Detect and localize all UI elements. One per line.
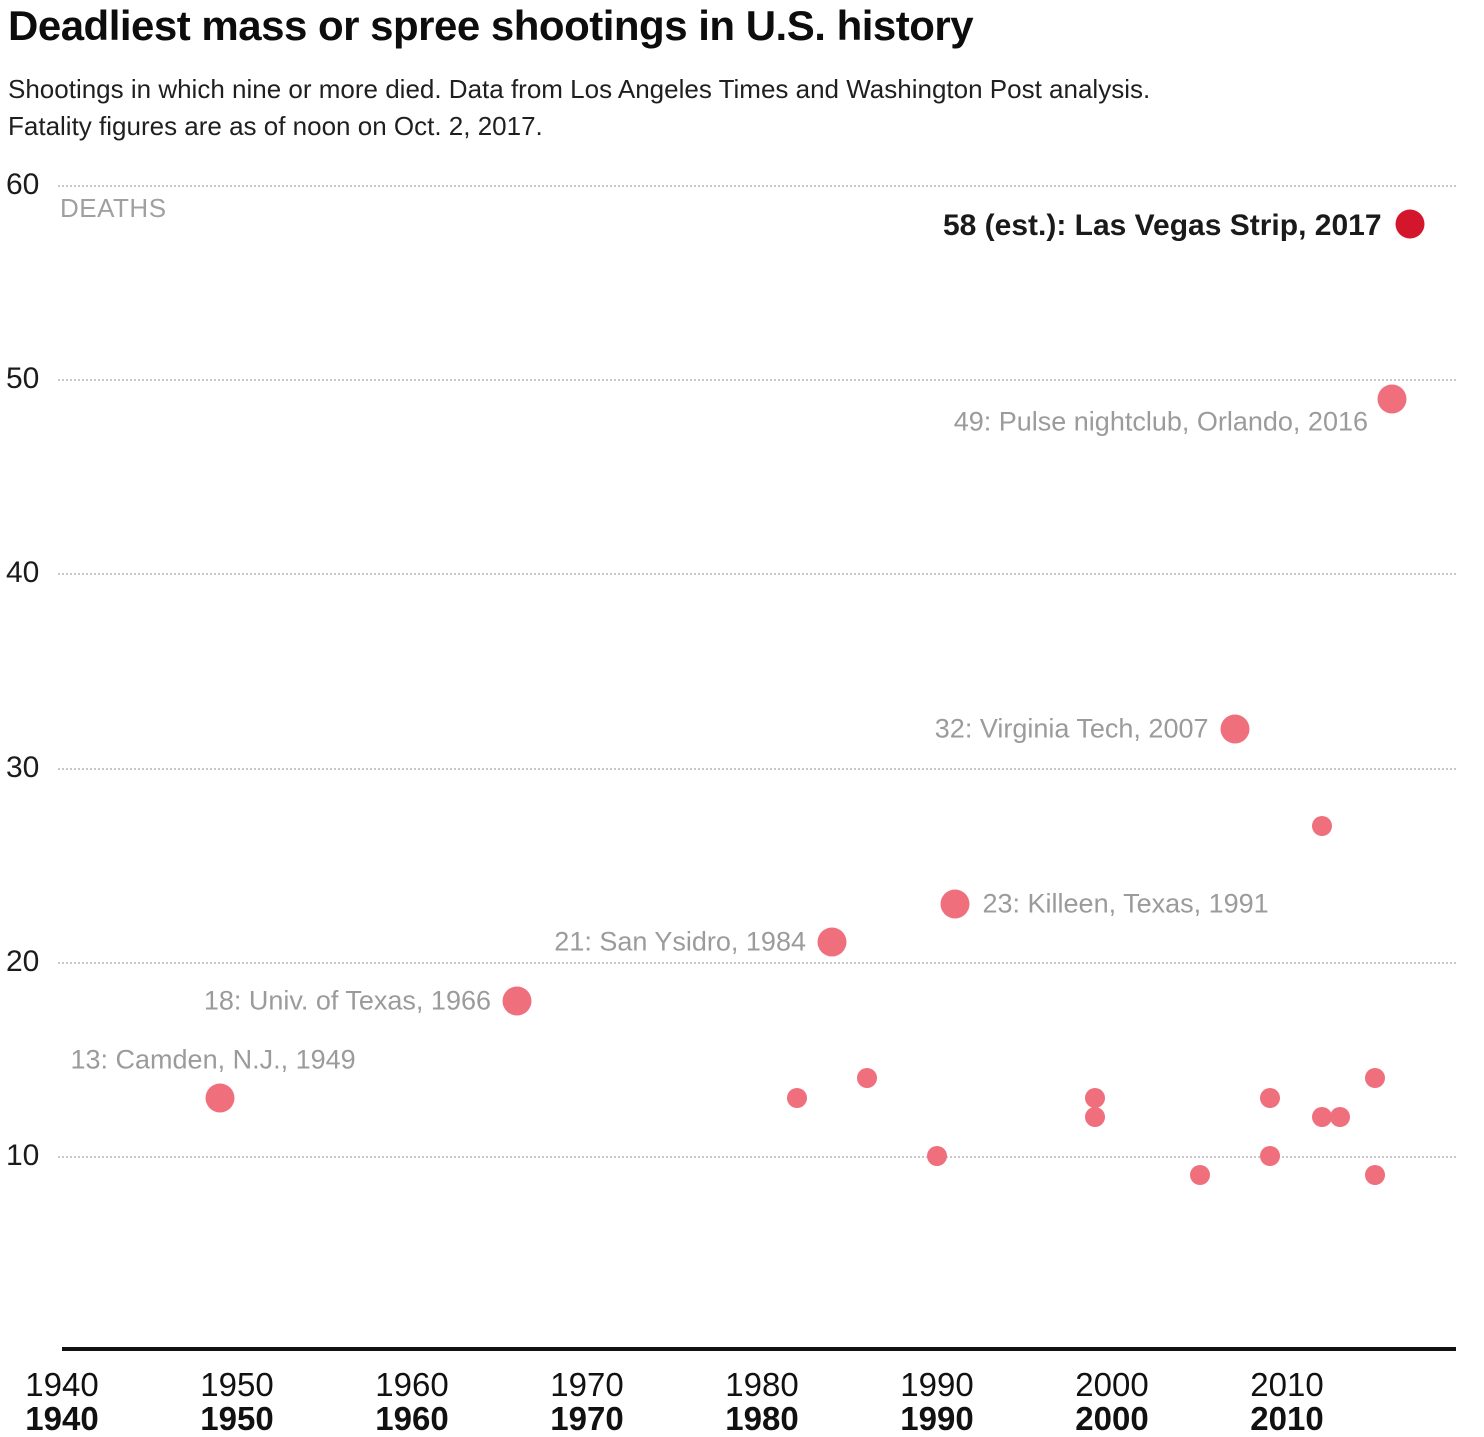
- data-point-2017-58: [1395, 209, 1424, 239]
- x-tick-label-cropped-1970: 1970: [550, 1400, 624, 1437]
- x-tick-label-cropped-2000: 2000: [1075, 1400, 1149, 1437]
- y-tick-label-30: 30: [6, 750, 40, 784]
- annotation-1: 18: Univ. of Texas, 1966: [203, 985, 491, 1016]
- data-point-1986-14: [857, 1068, 877, 1089]
- annotation-0: 13: Camden, N.J., 1949: [70, 1044, 356, 1075]
- data-point-2007-32: [1220, 714, 1249, 744]
- y-tick-label-50: 50: [6, 362, 40, 396]
- annotation-10: 32: Virginia Tech, 2007: [934, 713, 1209, 744]
- x-tick-label-1970: 1970: [550, 1366, 624, 1403]
- y-tick-label-10: 10: [6, 1139, 40, 1172]
- x-tick-label-1940: 1940: [25, 1366, 99, 1403]
- data-point-2016-49: [1377, 384, 1407, 414]
- x-tick-label-1950: 1950: [200, 1366, 274, 1403]
- chart-title: Deadliest mass or spree shootings in U.S…: [8, 2, 974, 49]
- gridline-20: [58, 961, 1456, 964]
- data-point-1984-21: [817, 927, 847, 957]
- data-point-1999-12: [1084, 1107, 1105, 1128]
- x-tick-label-2000: 2000: [1075, 1366, 1149, 1403]
- data-point-2015-9: [1364, 1165, 1385, 1186]
- gridline-40: [58, 573, 1456, 576]
- x-tick-label-cropped-1980: 1980: [725, 1400, 799, 1437]
- x-tick-label-cropped-1990: 1990: [900, 1400, 974, 1437]
- x-tick-label-1980: 1980: [725, 1366, 799, 1403]
- gridline-10: [58, 1156, 1456, 1158]
- gridline-60: [58, 185, 1456, 187]
- gridline-50: [58, 379, 1456, 382]
- data-point-2012-27: [1312, 815, 1332, 836]
- data-point-1982-13: [787, 1087, 807, 1108]
- data-point-1949-13: [205, 1083, 234, 1113]
- annotation-6: 23: Killeen, Texas, 1991: [982, 888, 1269, 919]
- x-tick-label-1960: 1960: [375, 1366, 449, 1403]
- annotation-18: 49: Pulse nightclub, Orlando, 2016: [953, 406, 1368, 437]
- data-point-2015-14: [1364, 1068, 1385, 1089]
- y-tick-label-40: 40: [6, 556, 40, 590]
- data-point-1991-23: [940, 889, 969, 919]
- x-axis-line: [62, 1347, 1456, 1351]
- x-tick-label-cropped-1950: 1950: [200, 1400, 274, 1437]
- gridline-30: [58, 767, 1456, 770]
- data-point-2013-12: [1329, 1107, 1350, 1128]
- x-tick-label-2010: 2010: [1250, 1366, 1324, 1403]
- chart-subtitle-line-1: Shootings in which nine or more died. Da…: [8, 74, 1151, 104]
- chart-subtitle-line-2: Fatality figures are as of noon on Oct. …: [8, 111, 543, 141]
- data-point-1966-18: [502, 986, 532, 1016]
- data-point-2012-12: [1312, 1107, 1332, 1128]
- x-tick-label-cropped-1940: 1940: [25, 1400, 99, 1437]
- x-tick-label-cropped-1960: 1960: [375, 1400, 449, 1437]
- annotation-19: 58 (est.): Las Vegas Strip, 2017: [942, 208, 1382, 242]
- y-tick-label-60: 60: [6, 168, 40, 201]
- deaths-axis-label: DEATHS: [60, 193, 167, 223]
- y-tick-label-20: 20: [6, 944, 40, 978]
- annotation-3: 21: San Ysidro, 1984: [554, 926, 806, 957]
- data-point-1990-10: [927, 1146, 947, 1166]
- data-point-2005-9: [1189, 1165, 1210, 1186]
- data-point-2009-10: [1259, 1146, 1280, 1166]
- data-point-2009-13: [1259, 1087, 1280, 1108]
- x-tick-label-cropped-2010: 2010: [1250, 1400, 1324, 1437]
- x-tick-label-1990: 1990: [900, 1366, 974, 1403]
- data-point-1999-13: [1084, 1087, 1105, 1108]
